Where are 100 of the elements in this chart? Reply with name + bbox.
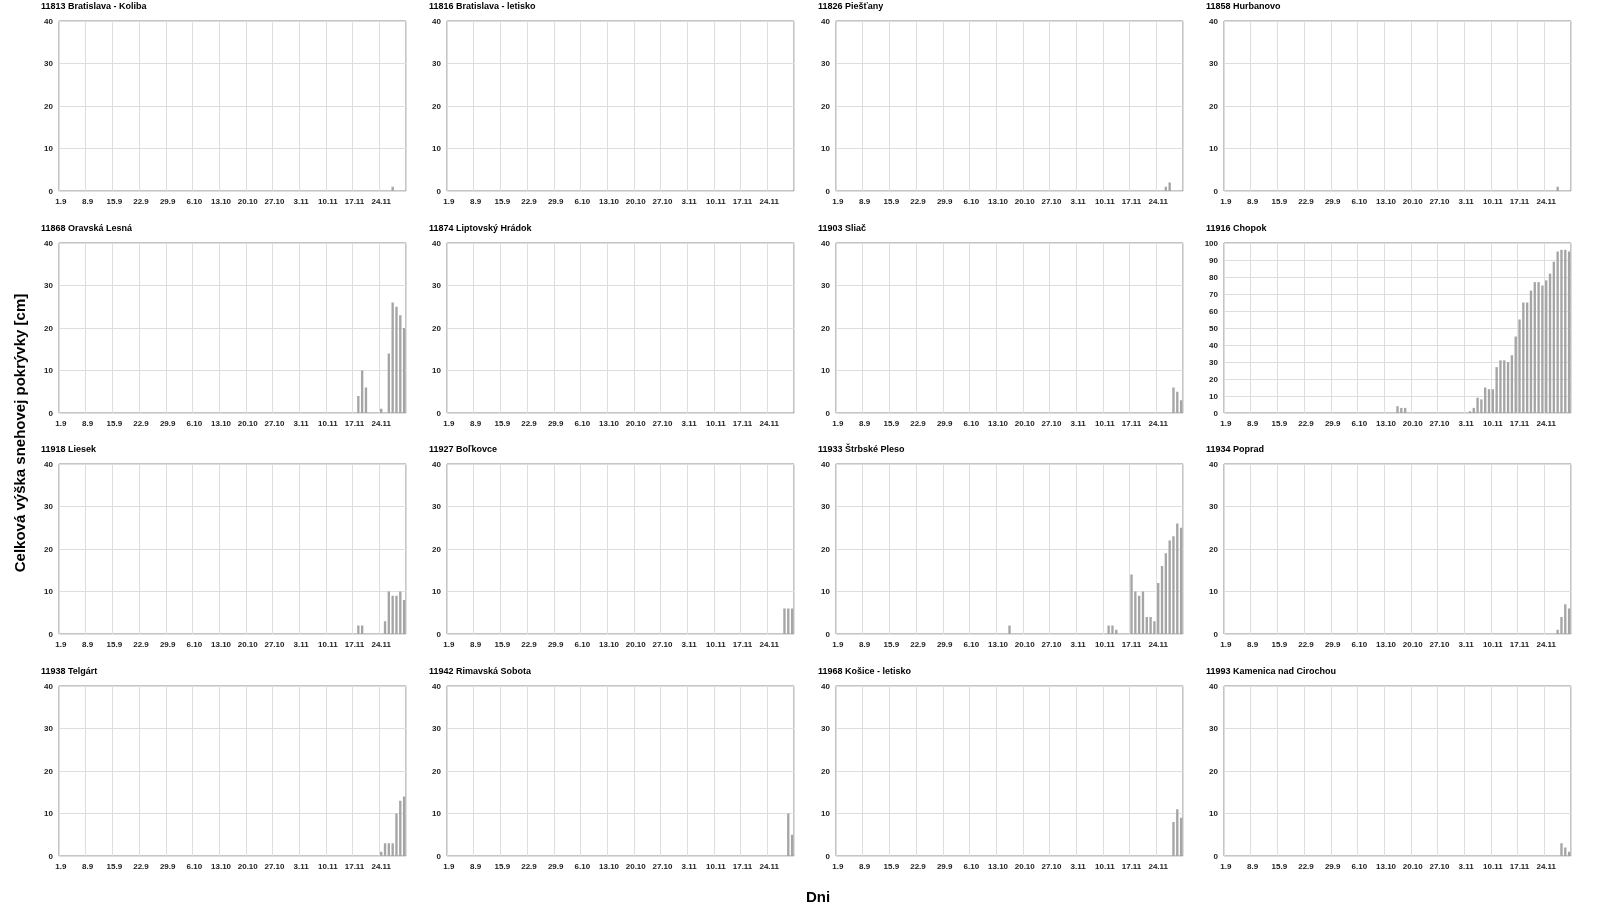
x-tick-label: 22.9 [909, 639, 927, 649]
x-tick-label: 27.10 [264, 861, 285, 870]
y-tick-label: 0 [48, 186, 54, 196]
bar [1168, 540, 1171, 634]
y-tick-label: 30 [820, 502, 831, 511]
y-tick-label: 10 [432, 587, 442, 596]
x-tick-label: 3.11 [293, 639, 310, 649]
y-tick-label: 0 [1213, 629, 1219, 639]
x-tick-label: 6.10 [1351, 861, 1368, 870]
y-tick-label: 20 [44, 544, 54, 554]
x-tick-label: 10.11 [318, 861, 339, 870]
y-tick-label: 20 [44, 766, 54, 775]
x-tick-label: 17.11 [1509, 861, 1531, 870]
x-tick-label: 24.11 [371, 196, 392, 206]
x-tick-label: 1.9 [1220, 418, 1233, 427]
x-tick-label: 10.11 [318, 639, 339, 649]
y-tick-label: 20 [820, 323, 831, 332]
x-tick-label: 10.11 [1483, 639, 1504, 649]
bar [1149, 617, 1152, 634]
bar [1111, 625, 1114, 634]
x-tick-label: 15.9 [106, 418, 123, 427]
y-tick-label: 10 [820, 365, 831, 375]
y-tick-label: 40 [1209, 340, 1219, 349]
x-tick-label: 8.9 [470, 418, 483, 427]
x-tick-label: 24.11 [1148, 418, 1169, 427]
y-tick-label: 10 [44, 587, 54, 596]
y-tick-label: 30 [1209, 723, 1219, 733]
x-tick-label: 15.9 [1271, 418, 1288, 427]
x-tick-label: 22.9 [1298, 418, 1315, 427]
x-tick-label: 15.9 [494, 639, 512, 649]
y-tick-label: 30 [432, 502, 442, 511]
chart-title: 11858 Hurbanovo [1206, 0, 1282, 11]
x-tick-label: 24.11 [1148, 861, 1169, 870]
x-tick-label: 20.10 [1014, 418, 1036, 427]
y-tick-label: 40 [1209, 459, 1219, 469]
x-tick-label: 29.9 [936, 861, 953, 870]
x-tick-label: 22.9 [133, 196, 150, 206]
x-tick-label: 10.11 [318, 418, 339, 427]
x-tick-label: 3.11 [1458, 639, 1475, 649]
y-tick-label: 0 [825, 851, 831, 860]
x-tick-label: 1.9 [832, 418, 844, 427]
x-tick-label: 15.9 [494, 196, 512, 206]
x-tick-label: 13.10 [211, 196, 232, 206]
bar [395, 306, 398, 413]
y-tick-label: 0 [1213, 851, 1219, 860]
x-tick-label: 1.9 [832, 639, 844, 649]
bar [395, 595, 398, 634]
y-tick-label: 10 [44, 808, 54, 818]
x-tick-label: 20.10 [626, 639, 647, 649]
x-tick-label: 10.11 [1483, 418, 1504, 427]
x-tick-label: 15.9 [1271, 861, 1288, 870]
x-tick-label: 22.9 [1298, 861, 1315, 870]
x-tick-label: 22.9 [521, 196, 538, 206]
x-tick-label: 24.11 [1536, 861, 1557, 870]
x-tick-label: 20.10 [237, 196, 259, 206]
x-tick-label: 17.11 [1121, 639, 1142, 649]
x-tick-label: 20.10 [626, 861, 647, 870]
x-tick-label: 1.9 [443, 418, 456, 427]
bar [1476, 397, 1479, 413]
x-tick-label: 13.10 [1376, 418, 1397, 427]
x-tick-label: 6.10 [186, 418, 203, 427]
y-tick-label: 0 [1213, 408, 1219, 417]
y-tick-label: 0 [825, 408, 831, 417]
y-tick-label: 0 [825, 186, 831, 196]
x-tick-label: 27.10 [264, 196, 285, 206]
x-tick-label: 27.10 [1041, 418, 1062, 427]
x-tick-label: 10.11 [706, 196, 727, 206]
y-tick-label: 30 [44, 723, 54, 733]
y-tick-label: 20 [820, 766, 831, 775]
chart-title: 11813 Bratislava - Koliba [41, 0, 148, 11]
bar [1522, 302, 1525, 413]
x-tick-label: 13.10 [211, 639, 232, 649]
x-tick-label: 6.10 [1351, 196, 1368, 206]
x-tick-label: 29.9 [548, 861, 565, 870]
y-tick-label: 40 [432, 16, 442, 26]
y-tick-label: 80 [1209, 272, 1219, 281]
x-tick-label: 8.9 [470, 196, 483, 206]
x-tick-label: 24.11 [1536, 196, 1557, 206]
x-tick-label: 10.11 [1094, 196, 1115, 206]
y-tick-label: 10 [1209, 587, 1219, 596]
chart-title: 11993 Kamenica nad Cirochou [1206, 665, 1337, 675]
y-tick-label: 40 [44, 681, 54, 690]
x-tick-label: 29.9 [159, 418, 177, 427]
x-tick-label: 10.11 [1094, 639, 1115, 649]
x-tick-label: 10.11 [318, 196, 339, 206]
y-tick-label: 30 [44, 280, 54, 290]
x-tick-label: 6.10 [574, 639, 592, 649]
y-tick-label: 30 [44, 59, 54, 68]
x-tick-label: 27.10 [1429, 639, 1451, 649]
x-tick-label: 24.11 [759, 418, 780, 427]
x-tick-label: 15.9 [106, 196, 123, 206]
x-tick-label: 1.9 [832, 861, 844, 870]
x-tick-label: 17.11 [733, 196, 754, 206]
y-tick-label: 10 [820, 144, 831, 153]
x-tick-label: 15.9 [494, 861, 512, 870]
x-tick-label: 8.9 [470, 639, 483, 649]
x-tick-label: 24.11 [1148, 196, 1169, 206]
x-tick-label: 13.10 [987, 196, 1009, 206]
chart-title: 11826 Piešťany [817, 0, 884, 11]
x-tick-label: 3.11 [1070, 418, 1087, 427]
